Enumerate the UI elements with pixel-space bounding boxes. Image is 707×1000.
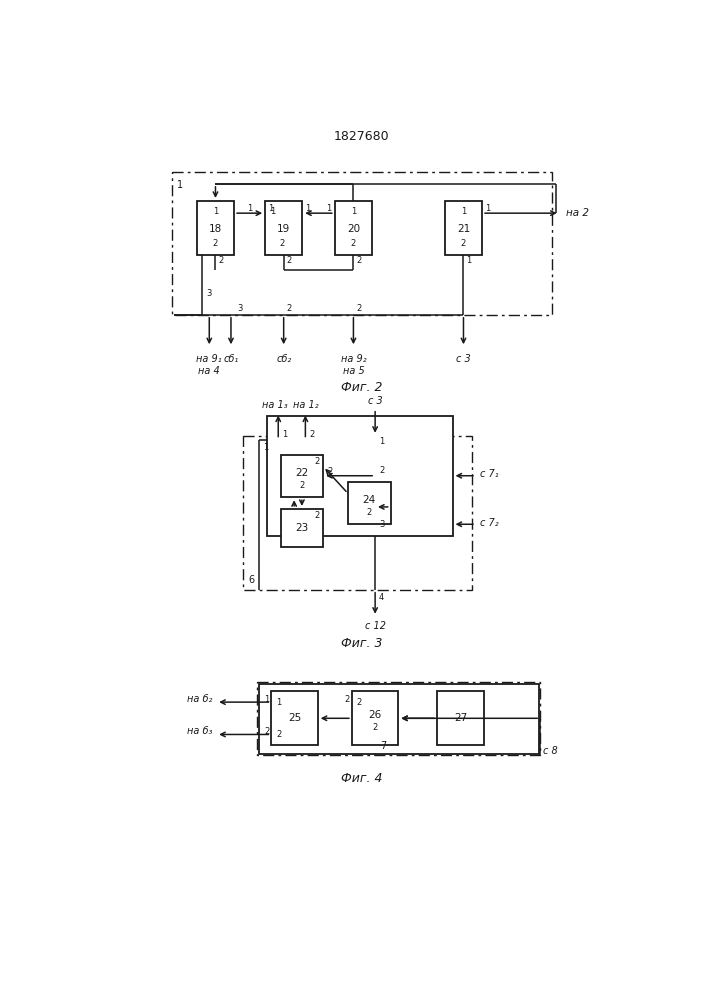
Text: 22: 22 — [296, 468, 308, 478]
Text: 2: 2 — [356, 698, 362, 707]
Text: 2: 2 — [461, 239, 466, 248]
Text: на 5: на 5 — [343, 366, 364, 376]
Text: 4: 4 — [379, 593, 384, 602]
Text: 1: 1 — [264, 695, 270, 704]
Text: 1: 1 — [467, 256, 472, 265]
Bar — [267, 416, 452, 536]
Text: 2: 2 — [287, 304, 292, 313]
Text: на 9₁: на 9₁ — [197, 354, 222, 364]
Text: на 4: на 4 — [199, 366, 220, 376]
Bar — [437, 691, 484, 745]
Text: 1: 1 — [177, 180, 183, 190]
Text: 3: 3 — [238, 304, 243, 313]
Text: 1: 1 — [305, 204, 310, 213]
Text: 2: 2 — [351, 239, 356, 248]
Text: 1: 1 — [263, 443, 268, 452]
Text: 1: 1 — [379, 437, 384, 446]
Bar — [257, 682, 540, 755]
Text: 1: 1 — [282, 430, 287, 439]
Text: с 7₂: с 7₂ — [480, 518, 498, 528]
Text: Фиг. 2: Фиг. 2 — [341, 381, 382, 394]
Text: 18: 18 — [209, 224, 222, 234]
Text: с 3: с 3 — [368, 396, 382, 406]
Bar — [348, 482, 391, 524]
Text: 1: 1 — [461, 207, 466, 216]
Text: 27: 27 — [454, 713, 467, 723]
Text: 3: 3 — [206, 289, 211, 298]
Bar — [271, 691, 317, 745]
Text: 2: 2 — [299, 481, 305, 490]
Text: 20: 20 — [347, 224, 360, 234]
Text: 2: 2 — [367, 508, 372, 517]
Text: 25: 25 — [288, 713, 301, 723]
Text: на 9₂: на 9₂ — [341, 354, 366, 364]
Text: 2: 2 — [314, 457, 320, 466]
Text: 21: 21 — [457, 224, 470, 234]
Bar — [243, 436, 472, 590]
Text: сб₁: сб₁ — [223, 354, 238, 364]
Bar — [281, 455, 323, 497]
Bar — [265, 201, 303, 255]
Text: на б₂: на б₂ — [187, 694, 212, 704]
Text: 23: 23 — [296, 523, 308, 533]
Text: 2: 2 — [276, 730, 281, 739]
Text: 1: 1 — [247, 204, 252, 213]
Text: 2: 2 — [264, 727, 270, 736]
Bar — [335, 201, 372, 255]
Text: 2: 2 — [287, 256, 292, 265]
Text: 3: 3 — [379, 520, 385, 529]
Text: на б₃: на б₃ — [187, 726, 212, 736]
Text: 1: 1 — [213, 207, 218, 216]
Text: 2: 2 — [327, 467, 332, 476]
Bar — [197, 201, 234, 255]
Text: 26: 26 — [368, 710, 382, 720]
Text: 1827680: 1827680 — [334, 130, 390, 143]
Text: 1: 1 — [270, 207, 275, 216]
Text: 2: 2 — [379, 466, 384, 475]
Text: 1: 1 — [276, 698, 281, 707]
Text: 2: 2 — [213, 239, 218, 248]
Text: на 1₃: на 1₃ — [262, 400, 287, 410]
Text: 7: 7 — [380, 741, 387, 751]
Text: 2: 2 — [309, 430, 315, 439]
Text: 2: 2 — [356, 256, 362, 265]
Text: 2: 2 — [344, 695, 349, 704]
Bar — [445, 201, 482, 255]
Text: 2: 2 — [218, 256, 224, 265]
Text: на 2: на 2 — [566, 208, 589, 218]
Text: с 3: с 3 — [456, 354, 471, 364]
Text: 1: 1 — [268, 204, 274, 213]
Text: 2: 2 — [279, 239, 285, 248]
Text: Фиг. 4: Фиг. 4 — [341, 772, 382, 785]
Text: 19: 19 — [277, 224, 291, 234]
Text: 6: 6 — [248, 575, 254, 585]
Bar — [281, 509, 323, 547]
Text: 24: 24 — [363, 495, 376, 505]
Bar — [259, 684, 539, 754]
Text: 2: 2 — [314, 511, 320, 520]
Bar — [352, 691, 398, 745]
Text: Фиг. 3: Фиг. 3 — [341, 637, 382, 650]
Text: с 12: с 12 — [365, 621, 385, 631]
Text: 2: 2 — [356, 304, 362, 313]
Text: сб₂: сб₂ — [276, 354, 291, 364]
Text: 1: 1 — [327, 204, 332, 213]
Text: 2: 2 — [373, 723, 378, 732]
Text: с 7₁: с 7₁ — [480, 469, 498, 479]
Text: 1: 1 — [351, 207, 356, 216]
Text: на 1₂: на 1₂ — [293, 400, 318, 410]
Text: с 8: с 8 — [542, 746, 557, 756]
Text: 1: 1 — [485, 204, 491, 213]
Bar — [172, 172, 552, 315]
